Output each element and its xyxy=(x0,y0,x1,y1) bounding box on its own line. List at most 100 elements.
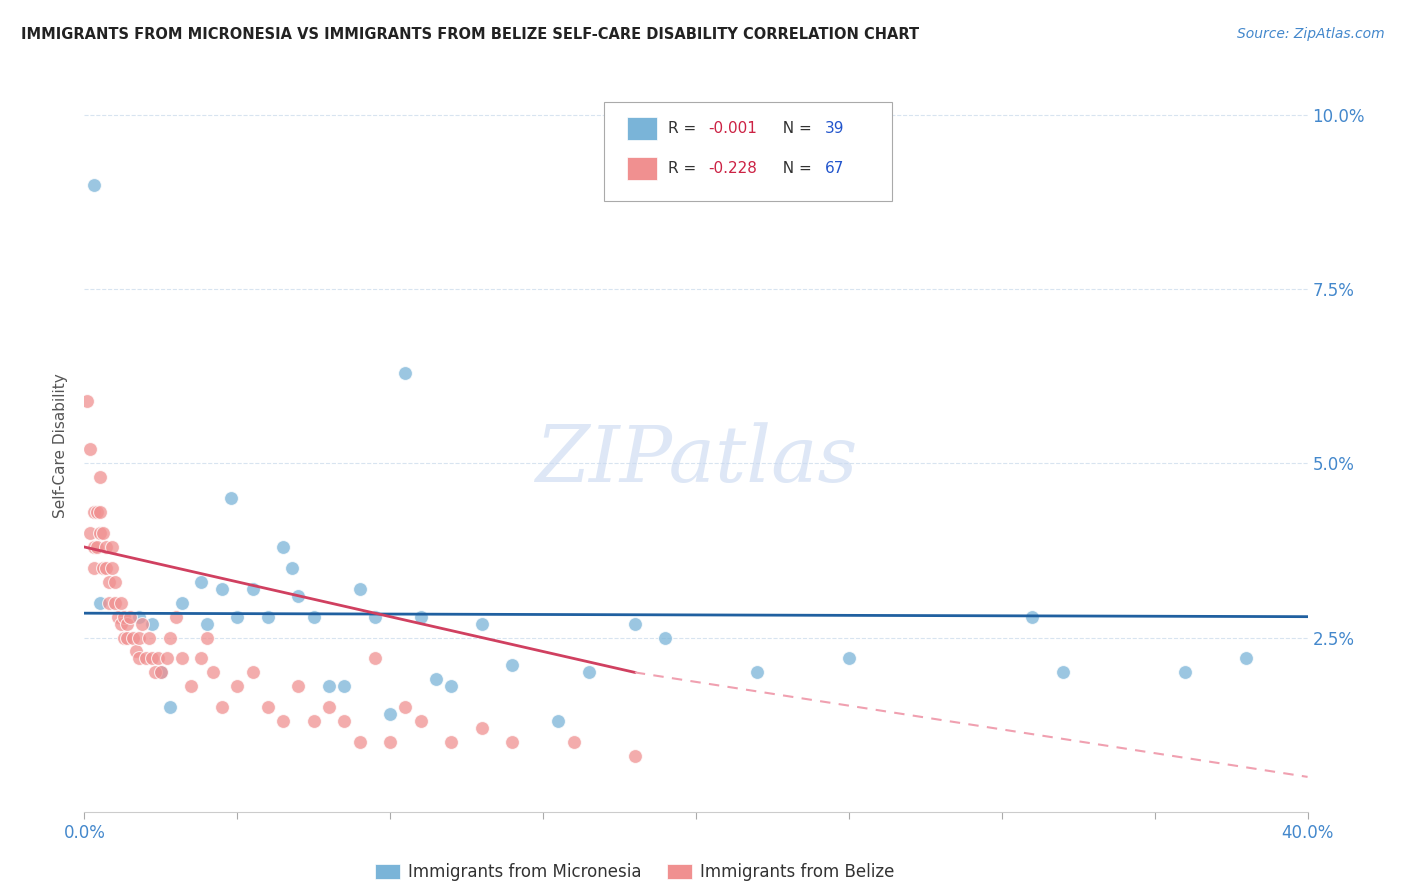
Point xyxy=(83,505,105,519)
Text: ZIPatlas: ZIPatlas xyxy=(534,423,858,499)
Point xyxy=(624,749,647,764)
Point xyxy=(79,442,101,457)
Point xyxy=(138,631,160,645)
Point xyxy=(97,574,120,589)
Point xyxy=(141,616,163,631)
Point xyxy=(94,540,117,554)
Point xyxy=(112,631,135,645)
Point xyxy=(76,393,98,408)
Point xyxy=(838,651,860,665)
Y-axis label: Self-Care Disability: Self-Care Disability xyxy=(53,374,69,518)
Point xyxy=(349,582,371,596)
Point xyxy=(1236,651,1258,665)
Text: Source: ZipAtlas.com: Source: ZipAtlas.com xyxy=(1237,27,1385,41)
Point xyxy=(409,609,432,624)
Point xyxy=(226,679,249,693)
Point xyxy=(159,700,181,714)
Point xyxy=(547,714,569,728)
Point xyxy=(104,596,127,610)
Point xyxy=(146,651,169,665)
Point xyxy=(107,609,129,624)
Point xyxy=(257,700,280,714)
Point xyxy=(271,540,294,554)
Point xyxy=(380,735,402,749)
Point xyxy=(110,596,132,610)
Point xyxy=(91,526,114,541)
Point xyxy=(440,735,463,749)
Point xyxy=(131,616,153,631)
Point xyxy=(562,735,585,749)
Point xyxy=(211,700,233,714)
Point xyxy=(89,470,111,484)
Point xyxy=(86,505,108,519)
Point xyxy=(281,561,304,575)
Point xyxy=(318,679,340,693)
Point xyxy=(394,700,416,714)
Text: N =: N = xyxy=(773,121,817,136)
Text: R =: R = xyxy=(668,121,702,136)
Point xyxy=(409,714,432,728)
Point xyxy=(578,665,600,680)
Point xyxy=(333,714,356,728)
Point xyxy=(380,707,402,722)
Point xyxy=(83,561,105,575)
Point xyxy=(115,616,138,631)
Point xyxy=(364,651,387,665)
Text: 67: 67 xyxy=(824,161,844,176)
Point xyxy=(101,561,124,575)
Point xyxy=(125,644,148,658)
Point xyxy=(302,714,325,728)
Point xyxy=(180,679,202,693)
Point xyxy=(302,609,325,624)
Point xyxy=(333,679,356,693)
FancyBboxPatch shape xyxy=(627,157,657,180)
Point xyxy=(219,491,242,506)
Point xyxy=(86,540,108,554)
Point xyxy=(425,673,447,687)
Point xyxy=(89,505,111,519)
Point xyxy=(112,609,135,624)
Point xyxy=(104,574,127,589)
Point xyxy=(654,631,676,645)
Text: N =: N = xyxy=(773,161,817,176)
FancyBboxPatch shape xyxy=(605,103,891,201)
Text: -0.228: -0.228 xyxy=(709,161,756,176)
Point xyxy=(287,679,309,693)
Point xyxy=(195,631,218,645)
Point xyxy=(318,700,340,714)
Point xyxy=(89,526,111,541)
Point xyxy=(471,721,494,735)
Point xyxy=(201,665,224,680)
Point xyxy=(257,609,280,624)
Point xyxy=(226,609,249,624)
Point xyxy=(1021,609,1043,624)
Point xyxy=(349,735,371,749)
Point xyxy=(128,631,150,645)
Point xyxy=(128,651,150,665)
Point xyxy=(91,561,114,575)
Point xyxy=(502,658,524,673)
Point xyxy=(89,596,111,610)
Point xyxy=(165,609,187,624)
Point xyxy=(97,596,120,610)
Point xyxy=(211,582,233,596)
Point xyxy=(364,609,387,624)
Point xyxy=(242,665,264,680)
Point xyxy=(624,616,647,631)
Legend: Immigrants from Micronesia, Immigrants from Belize: Immigrants from Micronesia, Immigrants f… xyxy=(368,856,901,888)
Point xyxy=(128,609,150,624)
Point xyxy=(287,589,309,603)
Point xyxy=(1052,665,1074,680)
Text: -0.001: -0.001 xyxy=(709,121,756,136)
Text: R =: R = xyxy=(668,161,702,176)
Point xyxy=(190,651,212,665)
Point xyxy=(195,616,218,631)
Point xyxy=(101,540,124,554)
Point xyxy=(440,679,463,693)
Point xyxy=(83,540,105,554)
Point xyxy=(79,526,101,541)
Point xyxy=(242,582,264,596)
FancyBboxPatch shape xyxy=(627,117,657,139)
Point xyxy=(141,651,163,665)
Point xyxy=(143,665,166,680)
